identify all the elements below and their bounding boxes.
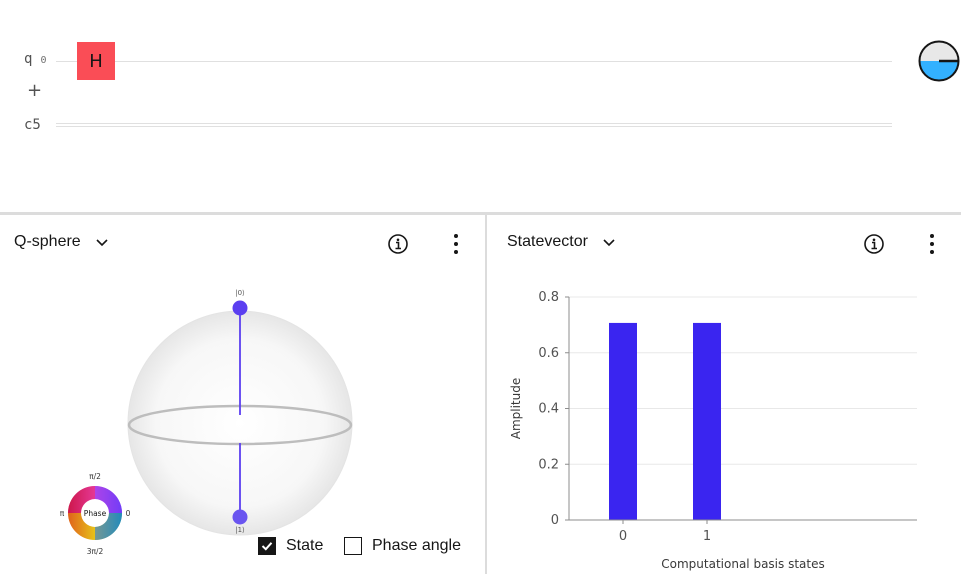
qubit-wire[interactable] bbox=[56, 61, 892, 62]
state-point-0 bbox=[232, 300, 248, 316]
qsphere-view-dropdown[interactable]: Q-sphere bbox=[14, 233, 109, 251]
amplitude-bar-0[interactable] bbox=[609, 322, 637, 520]
state-checkbox[interactable]: State bbox=[258, 537, 323, 555]
state-checkbox-label: State bbox=[286, 537, 324, 554]
phase-angle-checkbox-box[interactable] bbox=[344, 537, 362, 555]
classical-wire-label[interactable]: c5 bbox=[24, 117, 41, 133]
qubit-name: q bbox=[24, 51, 33, 67]
horizontal-divider[interactable] bbox=[0, 212, 961, 215]
phase-label-zero: 0 bbox=[126, 509, 131, 518]
statevector-title: Statevector bbox=[507, 233, 588, 250]
info-icon[interactable] bbox=[863, 233, 885, 255]
y-axis-label: Amplitude bbox=[509, 378, 523, 440]
chevron-down-icon bbox=[603, 239, 615, 247]
y-tick-label: 0.4 bbox=[538, 402, 559, 417]
qubit-index: 0 bbox=[40, 55, 47, 66]
classical-wire[interactable] bbox=[56, 123, 892, 127]
x-axis-label: Computational basis states bbox=[661, 557, 824, 571]
phase-center-label: Phase bbox=[84, 509, 107, 518]
plus-icon: + bbox=[27, 80, 43, 101]
amplitude-bar-1[interactable] bbox=[693, 322, 721, 520]
phase-angle-checkbox[interactable]: Phase angle bbox=[344, 537, 461, 555]
y-tick-label: 0.6 bbox=[538, 346, 559, 361]
gate-label: H bbox=[89, 50, 103, 72]
qsphere-panel: Q-sphere |0⟩ |1⟩ bbox=[0, 215, 485, 574]
x-tick-label: 1 bbox=[703, 529, 711, 544]
y-tick-label: 0.8 bbox=[538, 290, 559, 305]
ket-one-label: |1⟩ bbox=[235, 526, 245, 534]
info-icon[interactable] bbox=[387, 233, 409, 255]
hadamard-gate[interactable]: H bbox=[77, 42, 115, 80]
statevector-panel: Statevector 0 0.2 0.4 0.6 0.8 0 1 Amplitude C… bbox=[487, 215, 961, 574]
y-tick-label: 0 bbox=[551, 513, 559, 528]
state-checkbox-box[interactable] bbox=[258, 537, 276, 555]
overflow-menu-icon[interactable] bbox=[451, 232, 461, 256]
classical-register-name: c5 bbox=[24, 117, 41, 133]
y-tick-label: 0.2 bbox=[538, 457, 559, 472]
add-qubit-button[interactable]: + bbox=[27, 80, 42, 101]
chevron-down-icon bbox=[96, 239, 108, 247]
probability-gauge-icon[interactable] bbox=[917, 39, 961, 83]
statevector-view-dropdown[interactable]: Statevector bbox=[507, 233, 616, 251]
phase-label-three-pi-half: 3π/2 bbox=[87, 547, 104, 556]
checkmark-icon bbox=[261, 542, 273, 551]
phase-label-pi: π bbox=[60, 509, 65, 518]
phase-angle-checkbox-label: Phase angle bbox=[372, 537, 461, 554]
vertical-divider[interactable] bbox=[485, 215, 487, 574]
phase-color-wheel: Phase π/2 π 0 3π/2 bbox=[60, 472, 131, 556]
qsphere-visualization[interactable]: |0⟩ |1⟩ bbox=[0, 215, 485, 574]
statevector-chart: 0 0.2 0.4 0.6 0.8 0 1 Amplitude Computational… bbox=[509, 290, 917, 571]
state-point-1 bbox=[232, 509, 248, 525]
overflow-menu-icon[interactable] bbox=[927, 232, 937, 256]
phase-label-pi-half: π/2 bbox=[89, 472, 101, 481]
x-tick-label: 0 bbox=[619, 529, 627, 544]
ket-zero-label: |0⟩ bbox=[235, 289, 245, 297]
qsphere-title: Q-sphere bbox=[14, 233, 81, 250]
